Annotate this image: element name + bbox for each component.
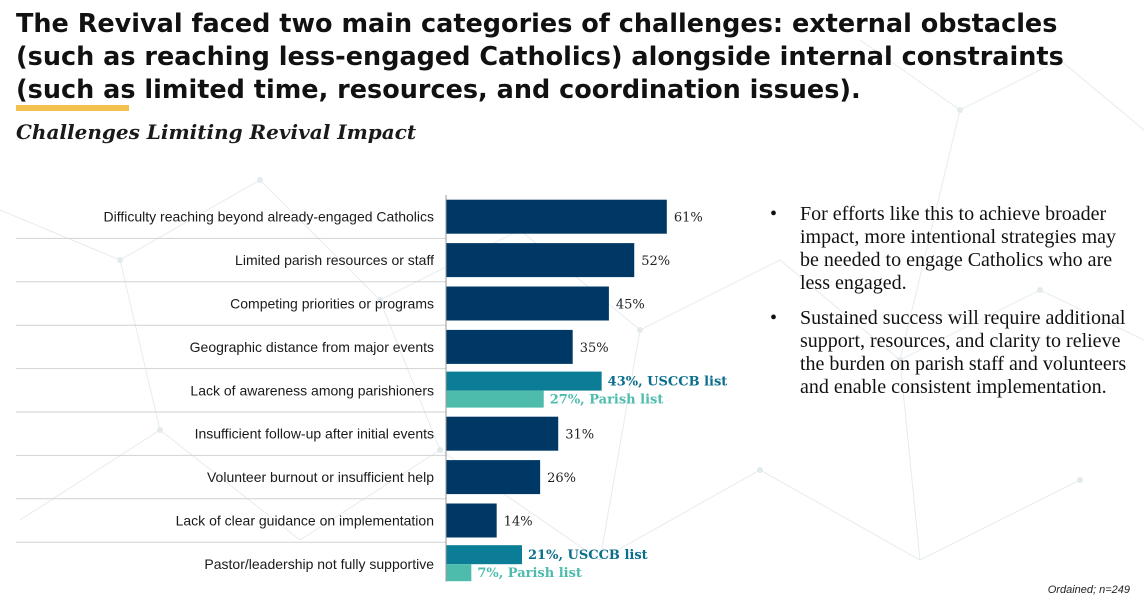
category-label: Difficulty reaching beyond already-engag…	[104, 209, 435, 225]
data-label-usccb: 43%, USCCB list	[608, 375, 728, 390]
bar	[446, 503, 497, 538]
data-label-parish: 27%, Parish list	[550, 393, 664, 408]
data-label: 52%	[641, 254, 670, 269]
category-label: Lack of clear guidance on implementation	[176, 513, 434, 529]
bar	[446, 460, 541, 495]
data-label: 61%	[674, 211, 703, 226]
data-label: 14%	[504, 515, 533, 530]
bar-chart: Difficulty reaching beyond already-engag…	[16, 195, 728, 582]
category-label: Competing priorities or programs	[230, 296, 434, 312]
data-label: 31%	[565, 428, 594, 443]
bar	[446, 329, 573, 364]
data-label: 45%	[616, 298, 645, 313]
data-label-parish: 7%, Parish list	[477, 566, 582, 581]
bar-parish	[446, 564, 472, 582]
bar-parish	[446, 390, 544, 408]
category-label: Pastor/leadership not fully supportive	[204, 556, 434, 572]
chart-title: Challenges Limiting Revival Impact	[16, 120, 417, 144]
accent-bar	[16, 105, 129, 111]
note-text: For efforts like this to achieve broader…	[800, 203, 1117, 294]
bar-usccb	[446, 371, 602, 391]
category-label: Lack of awareness among parishioners	[190, 382, 434, 398]
data-label: 35%	[580, 341, 609, 356]
headline: The Revival faced two main categories of…	[16, 9, 1064, 105]
category-label: Limited parish resources or staff	[235, 252, 434, 268]
note-text: Sustained success will require additiona…	[800, 307, 1127, 398]
category-label: Insufficient follow-up after initial eve…	[195, 426, 434, 442]
note-item: • For efforts like this to achieve broad…	[768, 203, 1128, 295]
bullet-icon: •	[770, 203, 778, 225]
bullet-icon: •	[770, 307, 778, 329]
bar	[446, 416, 559, 451]
note-item: • Sustained success will require additio…	[768, 307, 1128, 399]
bar	[446, 286, 609, 321]
bar	[446, 243, 635, 278]
notes-list: • For efforts like this to achieve broad…	[768, 203, 1128, 411]
data-label: 26%	[547, 471, 576, 486]
footnote: Ordained; n=249	[1047, 584, 1130, 596]
bar-usccb	[446, 545, 523, 565]
data-label-usccb: 21%, USCCB list	[528, 548, 648, 563]
category-label: Geographic distance from major events	[190, 339, 434, 355]
bar	[446, 199, 667, 234]
category-label: Volunteer burnout or insufficient help	[207, 469, 434, 485]
